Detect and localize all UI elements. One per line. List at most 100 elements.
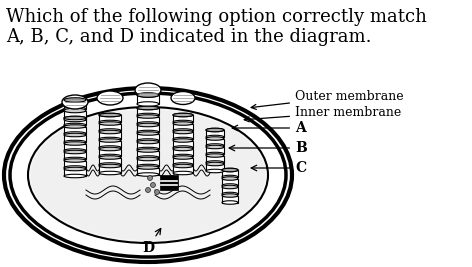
- Text: A: A: [232, 121, 306, 135]
- Bar: [99, 166, 121, 173]
- Ellipse shape: [64, 174, 86, 178]
- Bar: [64, 127, 86, 134]
- Ellipse shape: [173, 113, 193, 117]
- Ellipse shape: [64, 132, 86, 135]
- Text: A, B, C, and D indicated in the diagram.: A, B, C, and D indicated in the diagram.: [6, 28, 371, 46]
- Bar: [222, 195, 238, 202]
- Bar: [137, 159, 159, 166]
- Ellipse shape: [206, 154, 224, 157]
- Ellipse shape: [64, 98, 86, 102]
- Text: Inner membrane: Inner membrane: [244, 105, 401, 122]
- Ellipse shape: [173, 122, 193, 125]
- Bar: [173, 140, 193, 147]
- Bar: [206, 164, 224, 171]
- Ellipse shape: [64, 123, 86, 127]
- Bar: [206, 130, 224, 137]
- Bar: [137, 116, 159, 124]
- Ellipse shape: [137, 147, 159, 151]
- Ellipse shape: [206, 135, 224, 139]
- Ellipse shape: [64, 116, 86, 120]
- Bar: [137, 151, 159, 158]
- Bar: [206, 155, 224, 163]
- Bar: [137, 167, 159, 175]
- Ellipse shape: [137, 173, 159, 176]
- Ellipse shape: [222, 168, 238, 172]
- Bar: [99, 158, 121, 164]
- Ellipse shape: [64, 166, 86, 169]
- Ellipse shape: [64, 150, 86, 154]
- Ellipse shape: [7, 91, 289, 259]
- Ellipse shape: [222, 185, 238, 189]
- Ellipse shape: [173, 156, 193, 159]
- Ellipse shape: [99, 113, 121, 117]
- Ellipse shape: [99, 163, 121, 166]
- Ellipse shape: [137, 106, 159, 110]
- Ellipse shape: [137, 140, 159, 144]
- Bar: [99, 140, 121, 147]
- Ellipse shape: [28, 107, 268, 243]
- Ellipse shape: [137, 122, 159, 125]
- Ellipse shape: [222, 201, 238, 204]
- Ellipse shape: [137, 149, 159, 152]
- Circle shape: [147, 175, 152, 180]
- Ellipse shape: [173, 129, 193, 132]
- Ellipse shape: [137, 93, 159, 97]
- Bar: [64, 118, 86, 125]
- Ellipse shape: [173, 163, 193, 166]
- Ellipse shape: [137, 157, 159, 161]
- Ellipse shape: [99, 137, 121, 141]
- Ellipse shape: [173, 120, 193, 124]
- Ellipse shape: [222, 177, 238, 180]
- Ellipse shape: [206, 137, 224, 140]
- Ellipse shape: [64, 98, 86, 102]
- Ellipse shape: [137, 93, 159, 97]
- Bar: [64, 143, 86, 151]
- Ellipse shape: [206, 144, 224, 147]
- Ellipse shape: [64, 149, 86, 152]
- Bar: [173, 124, 193, 131]
- Bar: [99, 149, 121, 156]
- Text: C: C: [251, 161, 306, 175]
- Ellipse shape: [222, 168, 238, 172]
- Ellipse shape: [99, 130, 121, 134]
- Bar: [173, 115, 193, 122]
- Bar: [99, 132, 121, 139]
- Bar: [137, 142, 159, 149]
- Bar: [222, 179, 238, 186]
- Bar: [137, 95, 159, 104]
- Ellipse shape: [173, 147, 193, 151]
- Ellipse shape: [137, 115, 159, 118]
- Ellipse shape: [64, 107, 86, 111]
- Ellipse shape: [206, 161, 224, 164]
- Ellipse shape: [137, 123, 159, 127]
- Ellipse shape: [31, 110, 265, 240]
- Ellipse shape: [173, 113, 193, 117]
- Ellipse shape: [173, 130, 193, 134]
- Ellipse shape: [62, 95, 88, 109]
- Ellipse shape: [206, 128, 224, 132]
- Ellipse shape: [222, 184, 238, 187]
- Ellipse shape: [173, 146, 193, 149]
- Bar: [206, 139, 224, 146]
- Bar: [64, 169, 86, 176]
- Bar: [173, 158, 193, 164]
- Ellipse shape: [171, 92, 195, 104]
- Ellipse shape: [137, 102, 159, 106]
- Ellipse shape: [99, 156, 121, 159]
- Ellipse shape: [99, 113, 121, 117]
- Bar: [222, 187, 238, 194]
- Ellipse shape: [137, 106, 159, 110]
- Ellipse shape: [64, 125, 86, 128]
- Ellipse shape: [173, 154, 193, 158]
- Ellipse shape: [137, 113, 159, 117]
- Ellipse shape: [222, 192, 238, 196]
- Ellipse shape: [135, 83, 161, 97]
- Bar: [99, 115, 121, 122]
- Ellipse shape: [206, 145, 224, 149]
- Bar: [206, 147, 224, 154]
- Bar: [222, 170, 238, 177]
- Ellipse shape: [173, 139, 193, 142]
- Ellipse shape: [99, 122, 121, 125]
- Ellipse shape: [137, 130, 159, 134]
- Ellipse shape: [99, 139, 121, 142]
